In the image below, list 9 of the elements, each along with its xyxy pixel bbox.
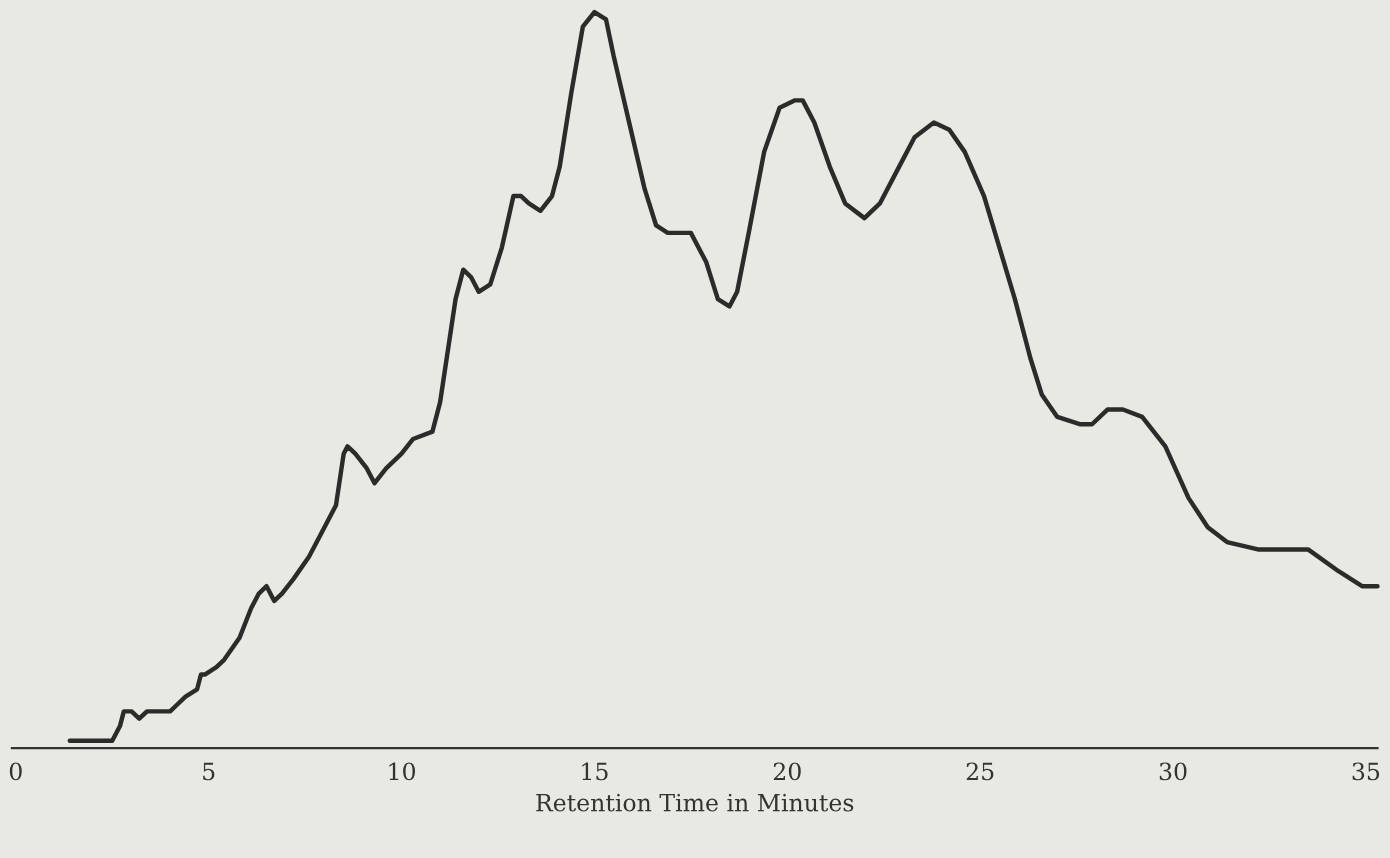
x-tick-label: 10 [389, 762, 416, 781]
x-tick-label: 35 [1352, 762, 1380, 781]
x-tick-label: 0 [9, 762, 22, 781]
x-axis-title: Retention Time in Minutes [536, 793, 854, 812]
x-tick-label: 5 [203, 762, 215, 781]
x-tick-label: 15 [582, 762, 608, 781]
x-tick-label: 30 [1159, 762, 1187, 781]
x-tick-label: 20 [773, 762, 801, 781]
x-tick-label: 25 [966, 762, 994, 781]
